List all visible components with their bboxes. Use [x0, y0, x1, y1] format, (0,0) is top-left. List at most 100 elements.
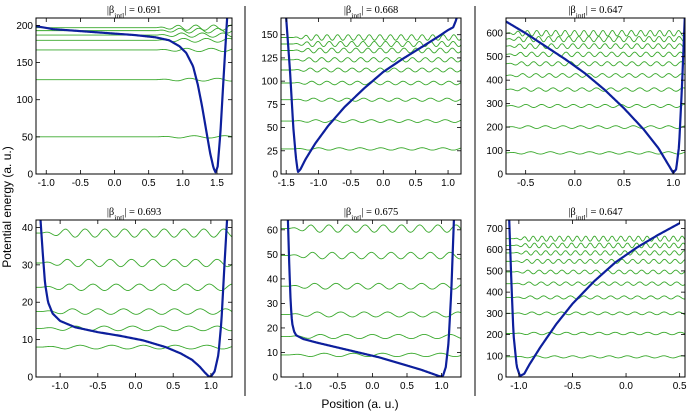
x-tick-label: -0.5	[342, 178, 360, 189]
x-tick-label: 0.0	[129, 381, 143, 392]
plot-frame	[280, 219, 462, 378]
energy-level-9	[281, 34, 461, 41]
energy-level-5	[281, 67, 461, 73]
y-tick-label: 400	[486, 288, 503, 299]
y-tick-label: 0	[27, 170, 33, 181]
x-tick-label: -1.0	[510, 381, 528, 392]
energy-level-6	[281, 224, 461, 233]
y-tick-label: 0	[272, 170, 278, 181]
panel-2: |βintl| = 0.668 -1.5 -1.0 -0.5 0.0 0.5 1.0 0 25 5…	[261, 5, 462, 189]
x-tick-label: -1.5	[278, 178, 296, 189]
x-tick-label: 0.5	[409, 178, 423, 189]
y-tick-label: 150	[261, 30, 278, 41]
panel-title: |βintl| = 0.647	[568, 207, 622, 222]
energy-level-8	[281, 40, 461, 48]
panel-3: |βintl| = 0.647 -0.5 0.0 0.5 1.0 0 100 200 300 40…	[486, 5, 686, 189]
plot-frame	[280, 17, 462, 175]
x-tick-label: -0.5	[564, 381, 582, 392]
energy-level-6	[281, 57, 461, 63]
potential-curve	[36, 18, 229, 174]
energy-level-1	[36, 344, 232, 350]
energy-level-3	[506, 103, 685, 108]
energy-level-5	[506, 281, 685, 286]
y-tick-label: 0	[272, 373, 278, 384]
panel-title: |βintl| = 0.675	[344, 207, 398, 222]
energy-level-8	[506, 250, 685, 256]
x-tick-label: -0.5	[72, 178, 90, 189]
energy-level-3	[281, 97, 461, 102]
plot-frame	[35, 17, 233, 175]
energy-level-6	[506, 269, 685, 275]
y-tick-label: 600	[486, 29, 503, 40]
y-tick-label: 40	[22, 223, 34, 234]
x-tick-label: 0.0	[108, 178, 122, 189]
y-tick-label: 200	[486, 123, 503, 134]
energy-level-2	[281, 333, 461, 340]
y-tick-label: 10	[22, 335, 34, 346]
energy-level-1	[36, 135, 232, 139]
y-tick-label: 300	[486, 309, 503, 320]
energy-level-2	[36, 325, 232, 332]
x-tick-label: 0.5	[673, 381, 687, 392]
y-tick-label: 30	[22, 260, 34, 271]
y-tick-label: 10	[267, 348, 279, 359]
energy-level-7	[281, 47, 461, 54]
y-tick-label: 100	[261, 77, 278, 88]
y-tick-label: 100	[486, 351, 503, 362]
panels: |βintl| = 0.691 -1.0 -0.5 0.0 0.5 1.0 1.5 0 50 10…	[16, 5, 687, 392]
y-tick-label: 100	[486, 146, 503, 157]
panel-1: |βintl| = 0.691 -1.0 -0.5 0.0 0.5 1.0 1.5 0 50 10…	[16, 5, 233, 189]
y-tick-label: 150	[16, 58, 33, 69]
y-tick-label: 300	[486, 99, 503, 110]
x-tick-label: 1.0	[435, 381, 449, 392]
x-tick-label: 1.5	[210, 178, 224, 189]
x-tick-label: -0.5	[89, 381, 107, 392]
potential-curve	[506, 18, 685, 174]
y-tick-label: 0	[497, 373, 503, 384]
panel-title: |βintl| = 0.647	[568, 5, 622, 20]
y-tick-label: 30	[267, 299, 279, 310]
energy-level-3	[281, 311, 461, 318]
energy-level-7	[506, 258, 685, 264]
energy-level-5	[36, 258, 232, 268]
energy-level-9	[506, 242, 685, 249]
x-axis-label: Position (a. u.)	[321, 397, 398, 411]
x-tick-label: -0.5	[517, 178, 535, 189]
energy-level-8	[506, 43, 685, 50]
energy-level-10	[506, 235, 685, 242]
y-tick-label: 50	[267, 250, 279, 261]
y-tick-label: 125	[261, 53, 278, 64]
energy-level-1	[506, 151, 685, 155]
energy-level-2	[506, 125, 685, 129]
y-tick-label: 25	[267, 146, 279, 157]
y-tick-label: 500	[486, 266, 503, 277]
potential-curve	[508, 220, 681, 377]
energy-level-5	[281, 251, 461, 260]
energy-level-2	[36, 77, 232, 82]
y-tick-label: 20	[22, 298, 34, 309]
x-tick-label: -1.0	[52, 381, 70, 392]
energy-level-4	[281, 282, 461, 290]
y-tick-label: 60	[267, 225, 279, 236]
x-tick-label: -0.5	[329, 381, 347, 392]
y-axis-label: Potential energy (a. u.)	[0, 146, 14, 267]
x-tick-label: 1.0	[666, 178, 680, 189]
x-tick-label: 0.5	[166, 381, 180, 392]
energy-level-7	[506, 51, 685, 58]
energy-level-3	[36, 308, 232, 315]
energy-level-3	[506, 311, 685, 316]
energy-level-4	[36, 283, 232, 291]
plot-frame	[505, 17, 686, 175]
y-tick-label: 50	[267, 123, 279, 134]
y-tick-label: 500	[486, 52, 503, 63]
x-tick-label: 0.5	[142, 178, 156, 189]
x-tick-label: 0.0	[568, 178, 582, 189]
x-tick-label: 0.0	[365, 381, 379, 392]
x-tick-label: -1.0	[310, 178, 328, 189]
x-tick-label: 1.0	[204, 381, 218, 392]
energy-level-7	[36, 24, 232, 31]
potential-curve	[285, 18, 458, 173]
y-tick-label: 0	[27, 373, 33, 384]
y-tick-label: 600	[486, 245, 503, 256]
